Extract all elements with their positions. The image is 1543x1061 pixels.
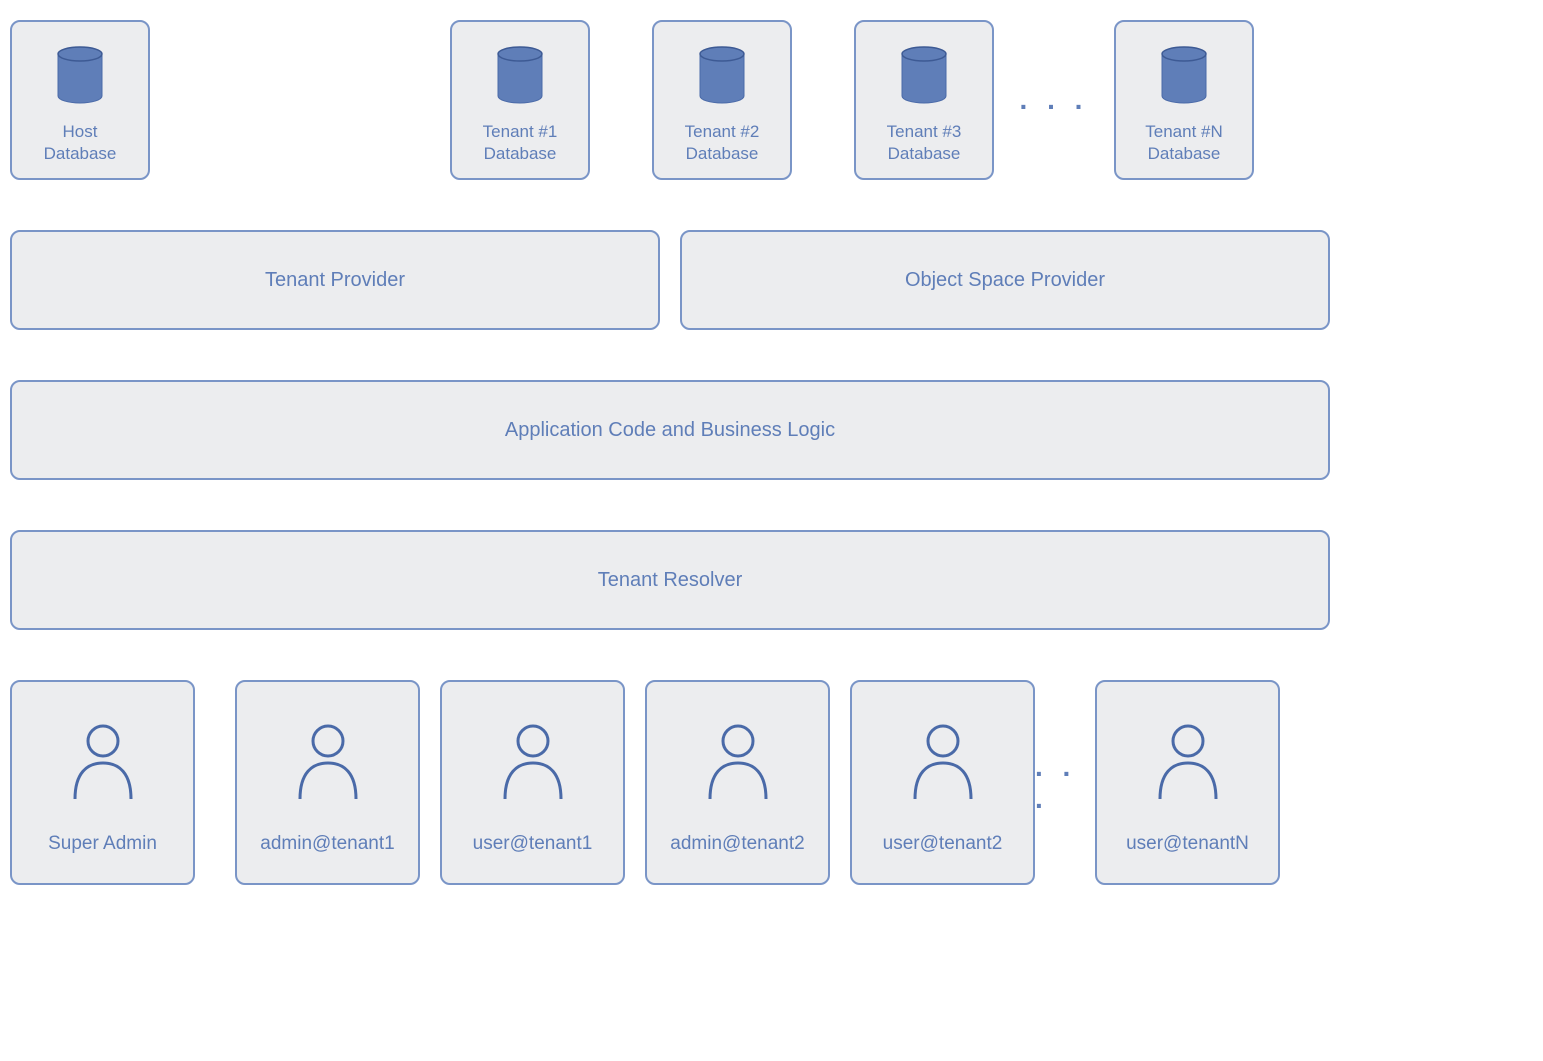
app-code-box: Application Code and Business Logic bbox=[10, 380, 1330, 480]
user-icon bbox=[67, 709, 139, 814]
user-user-tenant2: user@tenant2 bbox=[850, 680, 1035, 885]
spacer bbox=[830, 680, 850, 885]
ellipsis-icon: . . . bbox=[994, 20, 1114, 180]
db-tenant-n-label: Tenant #N Database bbox=[1145, 121, 1223, 165]
db-tenant-2: Tenant #2 Database bbox=[652, 20, 792, 180]
user-admin-tenant1: admin@tenant1 bbox=[235, 680, 420, 885]
spacer bbox=[625, 680, 645, 885]
row-app-code: Application Code and Business Logic bbox=[10, 380, 1330, 480]
user-admin-tenant2-label: admin@tenant2 bbox=[670, 832, 804, 857]
db-tenant-1-label: Tenant #1 Database bbox=[483, 121, 558, 165]
user-icon bbox=[907, 709, 979, 814]
db-tenant-3-label: Tenant #3 Database bbox=[887, 121, 962, 165]
spacer bbox=[150, 20, 450, 180]
database-icon bbox=[900, 35, 948, 115]
spacer bbox=[792, 20, 854, 180]
db-tenant-3: Tenant #3 Database bbox=[854, 20, 994, 180]
object-space-provider-box: Object Space Provider bbox=[680, 230, 1330, 330]
user-user-tenant2-label: user@tenant2 bbox=[883, 832, 1003, 857]
user-admin-tenant2: admin@tenant2 bbox=[645, 680, 830, 885]
database-icon bbox=[56, 35, 104, 115]
app-code-label: Application Code and Business Logic bbox=[505, 419, 835, 442]
database-icon bbox=[1160, 35, 1208, 115]
spacer bbox=[590, 20, 652, 180]
ellipsis-icon: . . . bbox=[1035, 680, 1095, 885]
row-providers: Tenant Provider Object Space Provider bbox=[10, 230, 1330, 330]
user-icon bbox=[702, 709, 774, 814]
object-space-provider-label: Object Space Provider bbox=[905, 269, 1105, 292]
db-host: Host Database bbox=[10, 20, 150, 180]
db-tenant-n: Tenant #N Database bbox=[1114, 20, 1254, 180]
tenant-resolver-box: Tenant Resolver bbox=[10, 530, 1330, 630]
user-icon bbox=[292, 709, 364, 814]
row-databases: Host Database Tenant #1 Database bbox=[10, 20, 1330, 180]
user-super-admin: Super Admin bbox=[10, 680, 195, 885]
tenant-resolver-label: Tenant Resolver bbox=[598, 569, 743, 592]
user-super-admin-label: Super Admin bbox=[48, 832, 157, 857]
architecture-diagram: Host Database Tenant #1 Database bbox=[10, 20, 1330, 885]
spacer bbox=[195, 680, 235, 885]
user-admin-tenant1-label: admin@tenant1 bbox=[260, 832, 394, 857]
row-users: Super Admin admin@tenant1 user@tenant1 bbox=[10, 680, 1330, 885]
database-icon bbox=[698, 35, 746, 115]
spacer bbox=[660, 230, 680, 330]
user-icon bbox=[1152, 709, 1224, 814]
row-resolver: Tenant Resolver bbox=[10, 530, 1330, 630]
user-user-tenant1: user@tenant1 bbox=[440, 680, 625, 885]
tenant-provider-label: Tenant Provider bbox=[265, 269, 405, 292]
database-icon bbox=[496, 35, 544, 115]
spacer bbox=[420, 680, 440, 885]
tenant-provider-box: Tenant Provider bbox=[10, 230, 660, 330]
user-user-tenantn-label: user@tenantN bbox=[1126, 832, 1249, 857]
user-user-tenantn: user@tenantN bbox=[1095, 680, 1280, 885]
db-tenant-2-label: Tenant #2 Database bbox=[685, 121, 760, 165]
user-icon bbox=[497, 709, 569, 814]
user-user-tenant1-label: user@tenant1 bbox=[473, 832, 593, 857]
db-host-label: Host Database bbox=[44, 121, 117, 165]
db-tenant-1: Tenant #1 Database bbox=[450, 20, 590, 180]
